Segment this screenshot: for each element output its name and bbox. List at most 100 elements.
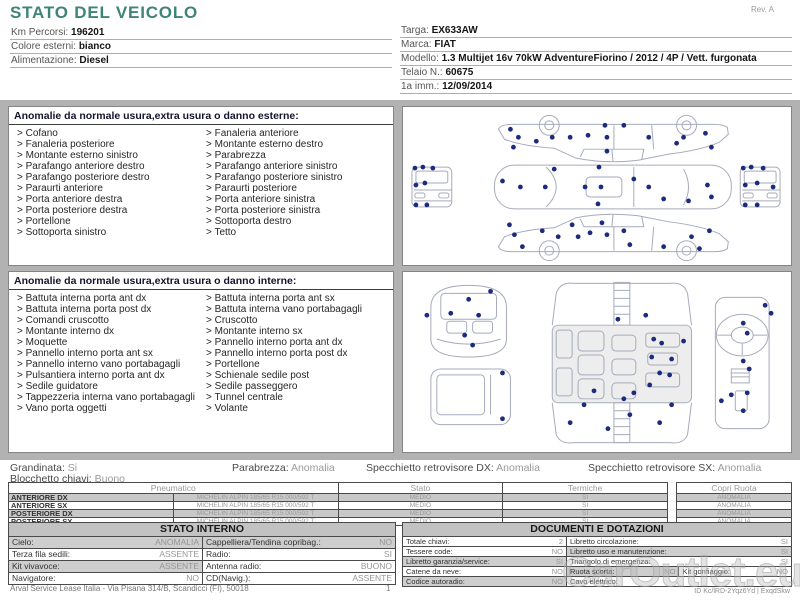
status-value: Si xyxy=(67,462,78,474)
list-item: Sedile guidatore xyxy=(17,381,200,392)
field-value: FIAT xyxy=(434,39,456,50)
cell-label: Cavo elettrico: xyxy=(569,577,618,586)
table-cell: Radio: SI xyxy=(202,549,395,560)
status-label: Grandinata: xyxy=(10,462,65,474)
field-telaio: Telaio N.: 60675 xyxy=(400,66,792,80)
table-row: Cielo: ANOMALIA Cappelliera/Tendina copri… xyxy=(9,537,395,549)
page-title: STATO DEL VEICOLO xyxy=(10,3,199,22)
table-cell: Cavo elettrico: xyxy=(565,577,791,586)
exterior-anomalies-panel: Anomalie da normale usura,extra usura o … xyxy=(8,106,394,266)
cell-label: Libretto uso e manutenzione: xyxy=(569,547,667,556)
table-row: Catene da neve: NO Ruota scorta: NO Kit go… xyxy=(403,567,791,577)
col-header-copri-ruota: Copri Ruota xyxy=(676,482,792,494)
table-cell: Cielo: ANOMALIA xyxy=(9,537,202,548)
interior-anomalies-panel: Anomalie da normale usura,extra usura o … xyxy=(8,271,394,453)
table-cell: Triangolo di emergenza: SI xyxy=(565,557,791,566)
col-header-stato: Stato xyxy=(337,482,504,494)
table-row: Codice autoradio: NO Cavo elettrico: xyxy=(403,577,791,586)
list-item: Schienale sedile post xyxy=(206,370,389,381)
tire-position: ANTERIORE SX xyxy=(8,501,174,510)
status-parabrezza: Parabrezza: Anomalia xyxy=(232,462,335,474)
status-label: Specchietto retrovisore SX: xyxy=(588,462,716,474)
cell-label: Cappelliera/Tendina copribag.: xyxy=(206,537,321,547)
list-item: Battuta interna vano portabagagli xyxy=(206,304,389,315)
exterior-damage-markers xyxy=(412,122,776,252)
field-value: 196201 xyxy=(71,27,105,38)
list-item: Sedile passeggero xyxy=(206,381,389,392)
field-value: 1.3 Multijet 16v 70kW AdventureFiorino /… xyxy=(441,53,757,64)
documenti-dotazioni-table: DOCUMENTI E DOTAZIONI Totale chiavi: 2 Li… xyxy=(402,522,792,587)
list-item: Sottoporta destro xyxy=(206,216,389,227)
list-item: Moquette xyxy=(17,337,200,348)
cell-label: Antenna radio: xyxy=(206,561,262,571)
documenti-title: DOCUMENTI E DOTAZIONI xyxy=(403,523,791,537)
report-id: ID Kc/lRD-2Yqz6Yd | ExqdSkw xyxy=(694,588,790,595)
table-cell: Cappelliera/Tendina copribag.: NO xyxy=(202,537,395,548)
interior-anomalies-col2: Battuta interna porta ant sx Battuta int… xyxy=(202,293,391,414)
list-item: Parafango posteriore sinistro xyxy=(206,172,389,183)
tire-stato: MEDIO xyxy=(337,493,504,502)
exterior-anomalies-title: Anomalie da normale usura,extra usura o … xyxy=(9,107,393,125)
list-item: Vano porta oggetti xyxy=(17,403,200,414)
tire-description: MICHELIN ALPIN 185/65 R15 000/592 T xyxy=(172,501,339,510)
cell-label: Totale chiavi: xyxy=(406,537,450,546)
field-label: Telaio N.: xyxy=(401,67,443,78)
tire-row: ANTERIORE SX MICHELIN ALPIN 185/65 R15 00… xyxy=(8,501,668,510)
copri-row: ANOMALIA xyxy=(676,501,792,510)
list-item: Pulsantiera interno porta ant dx xyxy=(17,370,200,381)
interior-diagram-panel xyxy=(402,271,792,453)
table-cell: Libretto garanzia/service: SI xyxy=(403,557,566,566)
cell-value: SI xyxy=(780,537,788,546)
list-item: Paraurti posteriore xyxy=(206,183,389,194)
cell-value: SI xyxy=(383,549,392,559)
exterior-anomalies-list: Cofano Fanaleria posteriore Montante est… xyxy=(9,125,393,238)
cell-label: Kit vivavoce: xyxy=(12,561,60,571)
list-item: Parafango anteriore destro xyxy=(17,161,200,172)
caroutlet-watermark: CarOutlet.eu xyxy=(561,548,800,596)
copri-value: ANOMALIA xyxy=(676,493,792,502)
table-cell: Tessere code: NO xyxy=(403,547,566,556)
table-cell: CD(Navig.): ASSENTE xyxy=(202,573,395,584)
cell-label: Tessere code: xyxy=(406,547,453,556)
stato-interno-title: STATO INTERNO xyxy=(9,523,395,537)
status-value: Anomalia xyxy=(717,462,762,474)
status-grandinata: Grandinata: Si xyxy=(10,462,77,474)
copri-value: ANOMALIA xyxy=(676,509,792,518)
field-targa: Targa: EX633AW xyxy=(400,24,792,38)
cell-value: NO xyxy=(186,573,199,583)
cell-label: Navigatore: xyxy=(12,573,56,583)
table-cell: Navigatore: NO xyxy=(9,573,202,584)
list-item: Montante interno dx xyxy=(17,326,200,337)
tire-position: ANTERIORE DX xyxy=(8,493,174,502)
copri-value: ANOMALIA xyxy=(676,501,792,510)
tire-description: MICHELIN ALPIN 185/65 R15 000/592 T xyxy=(172,509,339,518)
cell-label: Kit gonfiaggio: xyxy=(682,567,731,576)
tire-stato: MEDIO xyxy=(337,509,504,518)
field-label: Targa: xyxy=(401,25,429,36)
list-item: Tunnel centrale xyxy=(206,392,389,403)
cell-label: Radio: xyxy=(206,549,231,559)
interior-anomalies-col1: Battuta interna porta ant dx Battuta int… xyxy=(13,293,202,414)
tire-table: Pneumatico Stato Termiche ANTERIORE DX MICH… xyxy=(8,482,668,526)
table-row: Tessere code: NO Libretto uso e manutenzi… xyxy=(403,547,791,557)
list-item: Fanaleria posteriore xyxy=(17,139,200,150)
table-cell: Kit gonfiaggio: NO xyxy=(678,567,791,576)
table-row: Navigatore: NO CD(Navig.): ASSENTE xyxy=(9,573,395,584)
vehicle-summary-left: Km Percorsi: 196201 Colore esterni: bian… xyxy=(10,26,392,68)
field-value: Diesel xyxy=(79,55,109,66)
table-cell: Catene da neve: NO xyxy=(403,567,566,576)
cell-label: Libretto circolazione: xyxy=(569,537,639,546)
field-label: 1a imm.: xyxy=(401,81,440,92)
list-item: Battuta interna porta ant dx xyxy=(17,293,200,304)
status-value: Anomalia xyxy=(496,462,540,474)
copri-row: ANOMALIA xyxy=(676,493,792,502)
table-cell: Antenna radio: BUONO xyxy=(202,561,395,572)
cell-label: Ruota scorta: xyxy=(569,567,615,576)
list-item: Pannello interno porta ant dx xyxy=(206,337,389,348)
table-row: Totale chiavi: 2 Libretto circolazione: SI xyxy=(403,537,791,547)
table-cell: Codice autoradio: NO xyxy=(403,577,566,586)
list-item: Tetto xyxy=(206,227,389,238)
table-row: Kit vivavoce: ASSENTE Antenna radio: BUONO xyxy=(9,561,395,573)
field-label: Colore esterni: xyxy=(11,41,77,52)
copri-ruota-table: Copri Ruota ANOMALIA ANOMALIA ANOMALIA A… xyxy=(676,482,792,526)
